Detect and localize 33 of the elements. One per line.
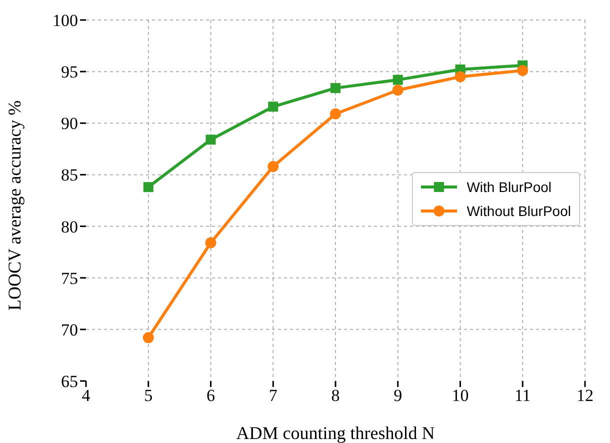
y-tick-label: 90 — [61, 114, 78, 134]
y-tick-label: 75 — [61, 268, 78, 288]
x-tick-label: 10 — [452, 386, 469, 406]
point — [392, 74, 403, 85]
x-tick-label: 11 — [514, 386, 531, 406]
y-tick-label: 95 — [61, 62, 78, 82]
legend-label: With BlurPool — [466, 178, 552, 197]
point — [454, 71, 466, 82]
y-tick-label: 85 — [61, 166, 78, 185]
x-tick-label: 4 — [82, 386, 91, 406]
point — [330, 83, 340, 94]
y-tick-label: 100 — [52, 11, 78, 30]
x-axis-title: ADM counting threshold N — [236, 423, 435, 443]
y-axis-title: LOOCV average accuracy % — [4, 100, 24, 310]
point — [517, 65, 528, 76]
x-tick-label: 6 — [206, 386, 215, 406]
point — [142, 332, 154, 344]
y-tick-label: 65 — [61, 372, 78, 392]
x-tick-label: 5 — [144, 386, 153, 406]
point — [268, 160, 279, 172]
point — [392, 84, 404, 96]
x-tick-label: 7 — [268, 386, 278, 406]
x-tick-label: 8 — [331, 386, 340, 406]
legend-label: Without BlurPool — [466, 202, 571, 221]
y-tick-label: 80 — [61, 217, 78, 236]
point — [206, 134, 216, 145]
point — [205, 237, 216, 248]
point — [143, 182, 154, 192]
point — [330, 108, 341, 120]
x-tick-label: 12 — [576, 386, 594, 406]
point — [268, 102, 278, 112]
y-tick-label: 70 — [61, 320, 78, 340]
x-tick-label: 9 — [394, 386, 402, 406]
